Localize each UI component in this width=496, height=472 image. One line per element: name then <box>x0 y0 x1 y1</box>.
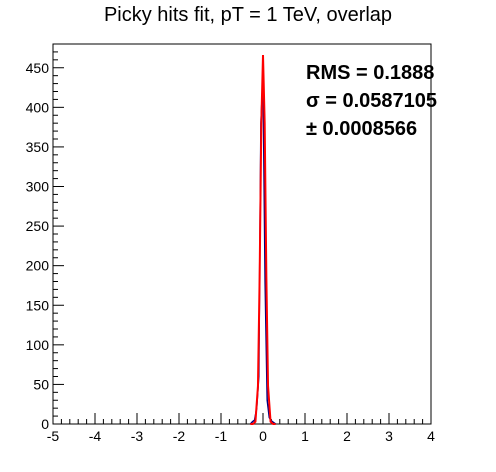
y-tick-label: 400 <box>26 99 50 115</box>
x-tick-label: -3 <box>131 428 144 444</box>
axis-ticks <box>52 43 432 425</box>
y-tick-label: 200 <box>26 258 50 274</box>
x-tick-label: -2 <box>173 428 186 444</box>
y-tick-label: 350 <box>26 139 50 155</box>
y-tick-label: 50 <box>33 376 49 392</box>
x-tick-label: -4 <box>89 428 102 444</box>
x-tick-label: -1 <box>215 428 228 444</box>
x-tick-label: 0 <box>259 428 267 444</box>
chart-title: Picky hits fit, pT = 1 TeV, overlap <box>103 4 393 26</box>
histogram-line <box>249 75 277 425</box>
rms-stat: RMS = 0.1888 <box>306 62 435 84</box>
x-tick-label: 2 <box>343 428 351 444</box>
axis-tick-labels: -5 -4 -3 -2 -1 0 1 2 3 4 0 50 100 150 200 250 300 350 400 4… <box>26 60 435 444</box>
data-series <box>249 55 277 425</box>
y-tick-label: 300 <box>26 179 50 195</box>
sigma-stat: σ = 0.0587105 <box>306 90 438 112</box>
gaussian-fit-line <box>250 55 276 425</box>
y-tick-label: 250 <box>26 218 50 234</box>
x-tick-label: -5 <box>47 428 60 444</box>
y-tick-label: 0 <box>41 416 49 432</box>
y-tick-label: 100 <box>26 337 50 353</box>
x-tick-label: 4 <box>427 428 435 444</box>
y-tick-label: 150 <box>26 297 50 313</box>
x-tick-label: 1 <box>301 428 309 444</box>
sigma-error-stat: ± 0.0008566 <box>306 118 418 140</box>
x-tick-label: 3 <box>385 428 393 444</box>
y-tick-label: 450 <box>26 60 50 76</box>
